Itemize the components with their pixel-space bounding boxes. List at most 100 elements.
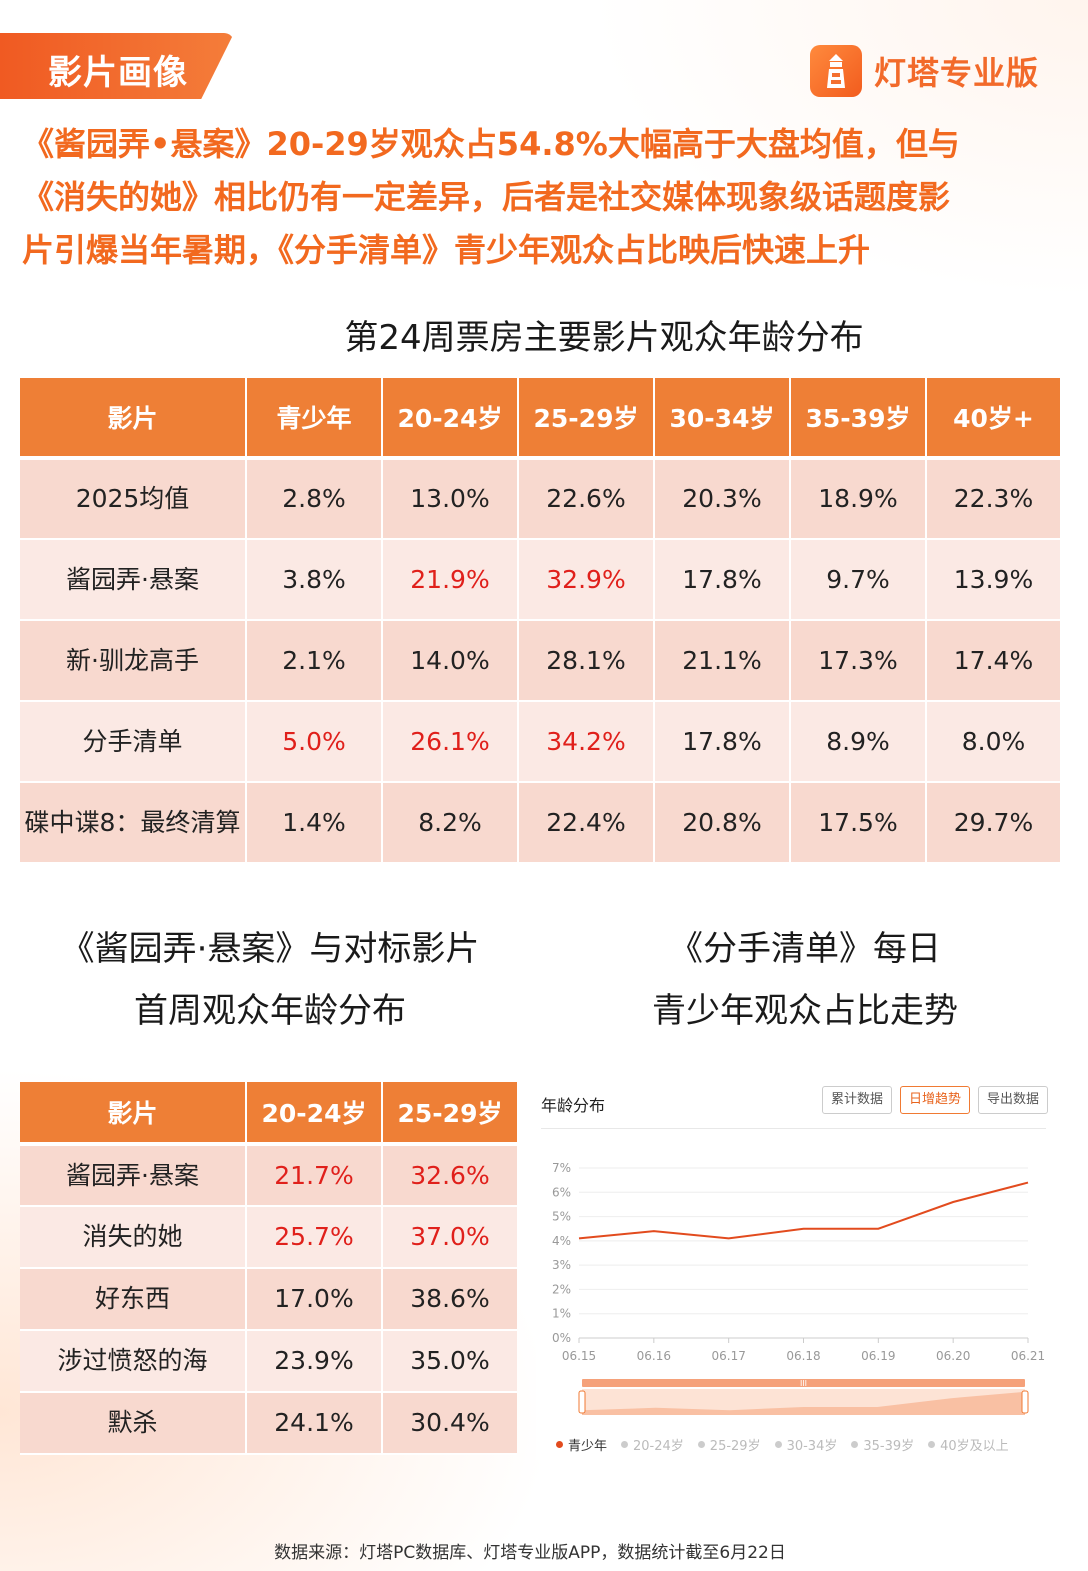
y-tick-label: 3%: [552, 1258, 571, 1272]
trend-chart-panel: 年龄分布 累计数据 日增趋势 导出数据 0% 1% 2% 3% 4% 5% 6% 7% 06.1…: [536, 1080, 1056, 1460]
legend-item[interactable]: 青少年: [556, 1435, 607, 1454]
zoom-handle-right: [1021, 1390, 1029, 1414]
value-cell: 14.0%: [382, 620, 519, 702]
film-name-cell: 消失的她: [20, 1206, 247, 1269]
daily-trend-button[interactable]: 日增趋势: [899, 1086, 970, 1114]
main-table-title: 第24周票房主要影片观众年龄分布: [344, 318, 864, 358]
value-cell: 25.7%: [246, 1206, 383, 1269]
column-header: 影片: [20, 378, 247, 460]
chart-legend: 青少年 20-24岁 25-29岁 30-34岁 35-39岁 40岁及以上: [556, 1435, 1009, 1454]
lighthouse-icon: [810, 45, 862, 97]
table-row: 好东西 17.0% 38.6%: [20, 1268, 517, 1331]
table-row: 涉过愤怒的海 23.9% 35.0%: [20, 1330, 517, 1393]
value-cell: 22.4%: [518, 782, 655, 864]
legend-label: 30-34岁: [786, 1439, 838, 1454]
value-cell: 28.1%: [518, 620, 655, 702]
table-row: 2025均值 2.8% 13.0% 22.6% 20.3% 18.9% 22.3%: [20, 458, 1060, 540]
value-cell: 17.8%: [654, 539, 791, 621]
legend-item[interactable]: 40岁及以上: [928, 1435, 1009, 1454]
chart-title: 年龄分布: [541, 1096, 606, 1115]
column-header: 25-29岁: [382, 1082, 517, 1146]
legend-item[interactable]: 20-24岁: [621, 1435, 684, 1454]
table-row: 酱园弄·悬案 3.8% 21.9% 32.9% 17.8% 9.7% 13.9%: [20, 539, 1060, 621]
x-tick-label: 06.17: [711, 1349, 745, 1363]
legend-label: 25-29岁: [709, 1439, 761, 1454]
value-cell: 3.8%: [246, 539, 383, 621]
benchmark-table: 影片 20-24岁 25-29岁 酱园弄·悬案 21.7% 32.6% 消失的她 25.7%…: [20, 1082, 517, 1455]
table-row: 消失的她 25.7% 37.0%: [20, 1206, 517, 1269]
table-row: 新·驯龙高手 2.1% 14.0% 28.1% 21.1% 17.3% 17.4%: [20, 620, 1060, 702]
value-cell: 18.9%: [790, 458, 927, 540]
column-header: 影片: [20, 1082, 247, 1146]
column-header: 30-34岁: [654, 378, 791, 460]
value-cell: 34.2%: [518, 701, 655, 783]
legend-dot-icon: [774, 1441, 782, 1448]
x-tick-label: 06.16: [637, 1349, 671, 1363]
value-cell: 29.7%: [926, 782, 1060, 864]
value-cell: 13.0%: [382, 458, 519, 540]
age-distribution-table: 影片 青少年 20-24岁 25-29岁 30-34岁 35-39岁 40岁+ 2025均值…: [20, 378, 1060, 864]
section-tag-label: 影片画像: [48, 53, 188, 93]
export-data-button[interactable]: 导出数据: [977, 1086, 1048, 1114]
value-cell: 17.3%: [790, 620, 927, 702]
title-line: 《分手清单》每日: [669, 929, 941, 969]
headline-line: 《酱园弄•悬案》20-29岁观众占54.8%大幅高于大盘均值，但与: [22, 125, 960, 163]
value-cell: 30.4%: [382, 1392, 517, 1455]
table-row: 碟中谍8：最终清算 1.4% 8.2% 22.4% 20.8% 17.5% 29.7%: [20, 782, 1060, 864]
brand-name: 灯塔专业版: [874, 54, 1040, 92]
value-cell: 20.3%: [654, 458, 791, 540]
x-tick-label: 06.21: [1011, 1349, 1045, 1363]
divider: [541, 1128, 1046, 1129]
data-source-note: 数据来源：灯塔PC数据库、灯塔专业版APP，数据统计截至6月22日: [274, 1543, 786, 1563]
value-cell: 32.9%: [518, 539, 655, 621]
value-cell: 17.0%: [246, 1268, 383, 1331]
zoom-preview-area: [582, 1391, 1025, 1415]
legend-item[interactable]: 30-34岁: [774, 1435, 838, 1454]
value-cell: 2.1%: [246, 620, 383, 702]
series-line-teen: [578, 1181, 1029, 1240]
film-name-cell: 酱园弄·悬案: [20, 539, 247, 621]
column-header: 20-24岁: [382, 378, 519, 460]
legend-item[interactable]: 25-29岁: [697, 1435, 761, 1454]
table-header-row: 影片 20-24岁 25-29岁: [20, 1082, 517, 1146]
value-cell: 35.0%: [382, 1330, 517, 1393]
legend-label: 20-24岁: [633, 1439, 684, 1454]
value-cell: 21.9%: [382, 539, 519, 621]
legend-label: 40岁及以上: [940, 1439, 1009, 1454]
value-cell: 1.4%: [246, 782, 383, 864]
value-cell: 32.6%: [382, 1144, 517, 1207]
y-tick-label: 0%: [552, 1331, 571, 1345]
value-cell: 5.0%: [246, 701, 383, 783]
section-tag: 影片画像: [0, 33, 234, 99]
title-line: 青少年观众占比走势: [652, 991, 958, 1031]
brand-logo: 灯塔专业版: [810, 44, 1039, 98]
legend-dot-icon: [621, 1441, 629, 1448]
headline-line: 片引爆当年暑期，《分手清单》青少年观众占比映后快速上升: [22, 231, 871, 269]
table-header-row: 影片 青少年 20-24岁 25-29岁 30-34岁 35-39岁 40岁+: [20, 378, 1060, 460]
film-name-cell: 酱园弄·悬案: [20, 1144, 247, 1207]
value-cell: 24.1%: [246, 1392, 383, 1455]
value-cell: 8.2%: [382, 782, 519, 864]
cumulative-data-button[interactable]: 累计数据: [821, 1086, 892, 1114]
value-cell: 2.8%: [246, 458, 383, 540]
line-chart: 0% 1% 2% 3% 4% 5% 6% 7% 06.15 06.16 06.17 06.18 06.1…: [552, 1161, 1045, 1415]
value-cell: 17.5%: [790, 782, 927, 864]
legend-item[interactable]: 35-39岁: [851, 1435, 914, 1454]
value-cell: 13.9%: [926, 539, 1060, 621]
value-cell: 20.8%: [654, 782, 791, 864]
film-name-cell: 新·驯龙高手: [20, 620, 247, 702]
trend-title: 《分手清单》每日 青少年观众占比走势: [560, 918, 1050, 1042]
legend-dot-icon: [556, 1441, 563, 1448]
title-line: 《酱园弄·悬案》与对标影片: [60, 929, 480, 969]
table-row: 酱园弄·悬案 21.7% 32.6%: [20, 1144, 517, 1207]
column-header: 35-39岁: [790, 378, 927, 460]
value-cell: 23.9%: [246, 1330, 383, 1393]
legend-label: 青少年: [568, 1439, 608, 1454]
headline-line: 《消失的她》相比仍有一定差异，后者是社交媒体现象级话题度影: [22, 178, 951, 216]
film-name-cell: 分手清单: [20, 701, 247, 783]
legend-dot-icon: [928, 1441, 936, 1448]
value-cell: 26.1%: [382, 701, 519, 783]
column-header: 40岁+: [926, 378, 1060, 460]
film-name-cell: 涉过愤怒的海: [20, 1330, 247, 1393]
compare-table-title: 《酱园弄·悬案》与对标影片 首周观众年龄分布: [20, 918, 520, 1042]
